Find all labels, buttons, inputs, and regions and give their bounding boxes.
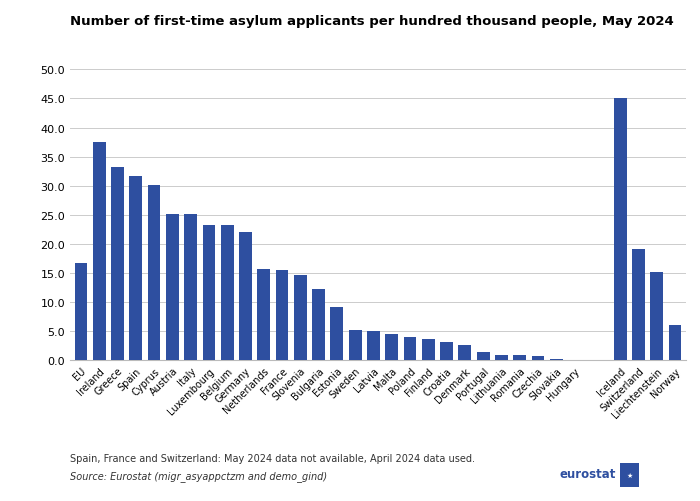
Bar: [75, 263, 88, 361]
Bar: [422, 339, 435, 361]
Bar: [495, 355, 508, 361]
Bar: [650, 273, 663, 361]
Text: Source: Eurostat (migr_asyappctzm and demo_gind): Source: Eurostat (migr_asyappctzm and de…: [70, 470, 327, 481]
Bar: [385, 334, 398, 361]
Bar: [166, 215, 179, 361]
Bar: [148, 186, 160, 361]
Bar: [349, 330, 361, 361]
Bar: [477, 352, 489, 361]
Bar: [93, 143, 106, 361]
Bar: [550, 360, 563, 361]
Bar: [614, 99, 626, 361]
Bar: [632, 249, 645, 361]
Bar: [404, 337, 416, 361]
Bar: [220, 226, 234, 361]
Bar: [202, 226, 216, 361]
Bar: [130, 176, 142, 361]
Bar: [184, 215, 197, 361]
Bar: [239, 233, 252, 361]
Text: Spain, France and Switzerland: May 2024 data not available, April 2024 data used: Spain, France and Switzerland: May 2024 …: [70, 453, 475, 463]
Bar: [440, 342, 453, 361]
Bar: [294, 275, 307, 361]
Text: eurostat: eurostat: [559, 467, 616, 480]
Bar: [330, 308, 343, 361]
Bar: [312, 290, 325, 361]
Bar: [458, 345, 471, 361]
Bar: [276, 271, 288, 361]
Bar: [668, 325, 681, 361]
Text: Number of first-time asylum applicants per hundred thousand people, May 2024: Number of first-time asylum applicants p…: [70, 15, 673, 28]
Bar: [258, 270, 270, 361]
Bar: [531, 356, 545, 361]
Text: ★: ★: [626, 472, 632, 478]
Bar: [367, 332, 380, 361]
Bar: [111, 167, 124, 361]
Bar: [513, 356, 526, 361]
